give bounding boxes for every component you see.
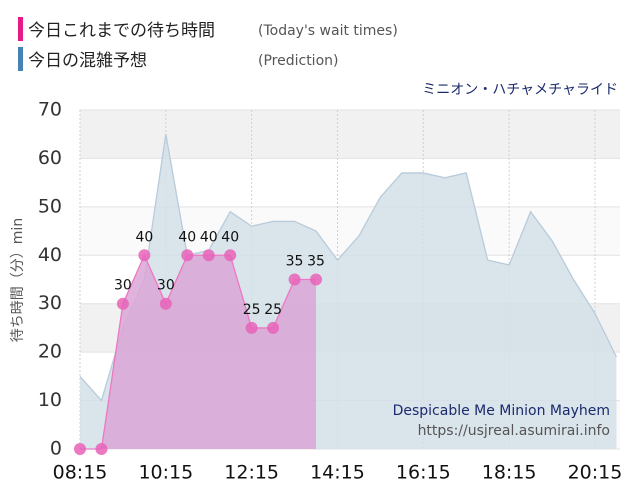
data-label: 30 [114,278,132,294]
marker [116,297,129,310]
legend-label: 今日の混雑予想 [28,51,147,71]
y-tick-label: 20 [38,341,62,363]
marker [74,443,86,455]
marker [95,443,108,455]
data-label: 40 [135,229,153,245]
data-label: 35 [307,254,325,270]
marker [138,249,151,262]
data-label: 35 [286,254,304,270]
data-label: 25 [243,302,261,318]
legend-swatch [18,47,23,71]
x-tick-label: 10:15 [138,462,193,484]
marker [310,273,323,286]
area [80,255,317,449]
marker [245,321,258,334]
y-axis-label: 待ち時間（分）min [10,218,26,342]
watermark: https://usjreal.asumirai.info [418,423,610,439]
marker [159,297,172,310]
legend-note: (Today's wait times) [258,23,398,39]
y-tick-label: 30 [38,292,62,314]
y-tick-label: 10 [38,389,62,411]
data-label: 25 [264,302,282,318]
y-tick-label: 40 [38,244,62,266]
legend-label: 今日これまでの待ち時間 [28,21,215,41]
y-tick-label: 50 [38,195,62,217]
data-label: 40 [200,229,218,245]
chart-title: ミニオン・ハチャメチャライド [422,82,618,98]
marker [202,249,215,262]
x-tick-label: 12:15 [224,462,279,484]
y-tick-label: 0 [50,438,62,460]
marker [224,249,237,262]
x-tick-label: 08:15 [53,462,108,484]
line [79,134,618,402]
x-tick-label: 20:15 [568,462,623,484]
grid-band [80,110,620,159]
data-label: 30 [157,278,175,294]
x-tick-label: 18:15 [482,462,537,484]
data-label: 40 [178,229,196,245]
marker [267,321,280,334]
legend-note: (Prediction) [258,53,338,69]
watermark: Despicable Me Minion Mayhem [393,403,610,419]
data-label: 40 [221,229,239,245]
y-tick-label: 70 [38,99,62,121]
legend-swatch [18,17,23,41]
marker [181,249,194,262]
line [80,253,317,450]
x-tick-label: 14:15 [310,462,365,484]
x-tick-label: 16:15 [396,462,451,484]
y-tick-label: 60 [38,147,62,169]
marker [288,273,301,286]
